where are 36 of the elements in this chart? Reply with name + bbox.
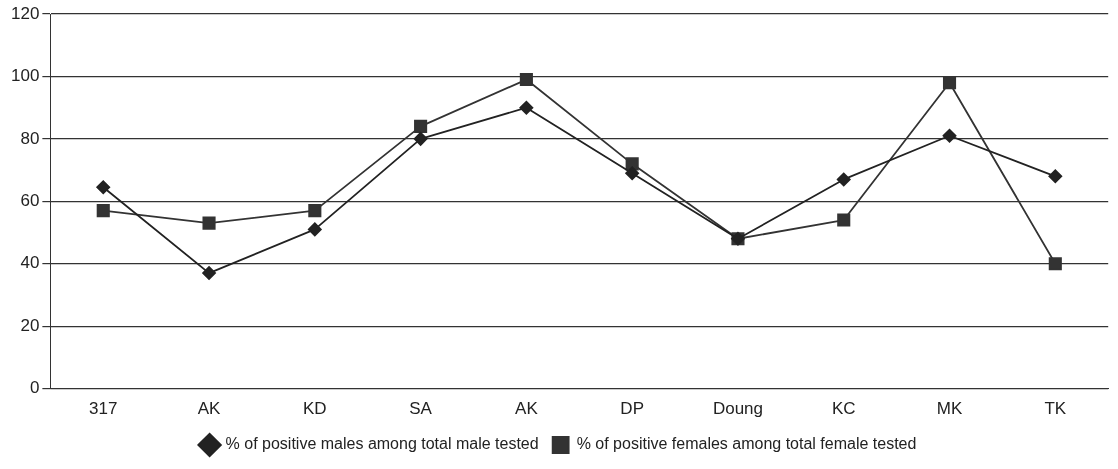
- point: [202, 266, 216, 280]
- point: [413, 131, 428, 146]
- x-tick-label: Doung: [712, 399, 764, 419]
- point: [625, 166, 640, 181]
- point: [414, 119, 428, 133]
- legend-label: % of positive females among total female tested: [576, 435, 917, 453]
- y-tick-label: 120: [10, 3, 40, 23]
- x-tick-label: DP: [620, 399, 644, 419]
- point: [519, 73, 533, 87]
- legend-label: % of positive males among total male tested: [225, 435, 539, 453]
- point: [836, 172, 851, 187]
- x-tick-label: 317: [89, 399, 118, 419]
- y-tick-label: 40: [20, 253, 40, 273]
- x-tick-label: SA: [409, 399, 433, 419]
- y-tick-label: 60: [20, 190, 40, 210]
- y-tick-label: 0: [29, 378, 40, 398]
- point: [1048, 169, 1063, 184]
- point: [96, 180, 111, 195]
- point: [308, 204, 322, 218]
- point: [837, 213, 851, 227]
- point: [96, 204, 110, 218]
- x-tick-label: AK: [197, 399, 222, 419]
- point: [942, 128, 957, 143]
- y-tick-label: 80: [20, 128, 40, 148]
- x-tick-label: AK: [515, 399, 539, 419]
- y-tick-label: 100: [10, 66, 40, 86]
- point: [519, 100, 534, 115]
- point: [307, 222, 322, 237]
- x-tick-label: MK: [936, 399, 963, 419]
- point: [1048, 257, 1062, 271]
- x-tick-label: TK: [1044, 399, 1067, 419]
- point: [202, 216, 216, 230]
- y-tick-label: 20: [20, 315, 40, 335]
- x-tick-label: KC: [831, 399, 856, 419]
- point: [942, 76, 957, 90]
- x-tick-label: KD: [303, 399, 327, 419]
